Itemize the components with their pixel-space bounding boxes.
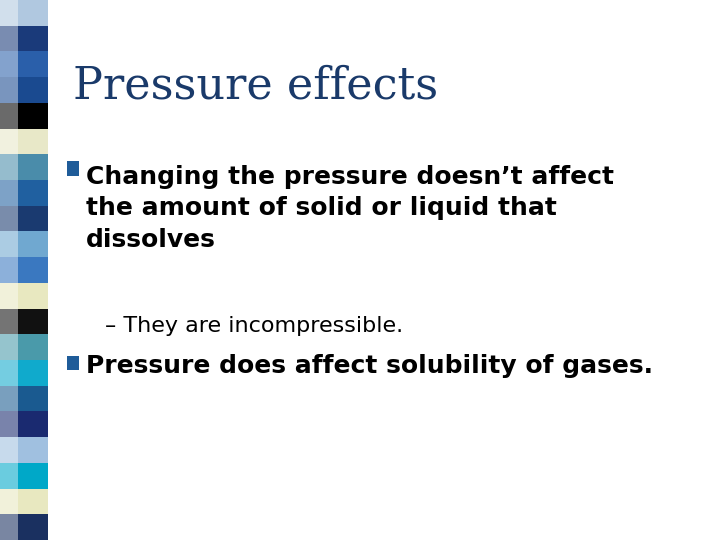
Bar: [0, 26, 48, 51]
Bar: [67, 355, 79, 370]
Bar: [0, 180, 48, 206]
Bar: [0, 463, 48, 489]
Bar: [0, 77, 48, 103]
Bar: [0, 283, 48, 308]
Bar: [67, 161, 79, 176]
Bar: [0, 334, 48, 360]
Text: Pressure effects: Pressure effects: [73, 65, 438, 108]
Bar: [0, 360, 48, 386]
Bar: [0, 154, 48, 180]
Bar: [0, 514, 48, 540]
Bar: [0, 0, 18, 540]
Bar: [0, 308, 48, 334]
Bar: [0, 51, 48, 77]
Bar: [0, 437, 48, 463]
Bar: [0, 0, 48, 26]
Text: – They are incompressible.: – They are incompressible.: [105, 316, 403, 336]
Bar: [0, 103, 48, 129]
Bar: [0, 206, 48, 232]
Bar: [0, 232, 48, 257]
Text: Pressure does affect solubility of gases.: Pressure does affect solubility of gases…: [86, 354, 653, 377]
Bar: [0, 129, 48, 154]
Bar: [0, 489, 48, 514]
Bar: [0, 386, 48, 411]
Bar: [0, 257, 48, 283]
Text: Changing the pressure doesn’t affect
the amount of solid or liquid that
dissolve: Changing the pressure doesn’t affect the…: [86, 165, 614, 252]
Bar: [0, 411, 48, 437]
